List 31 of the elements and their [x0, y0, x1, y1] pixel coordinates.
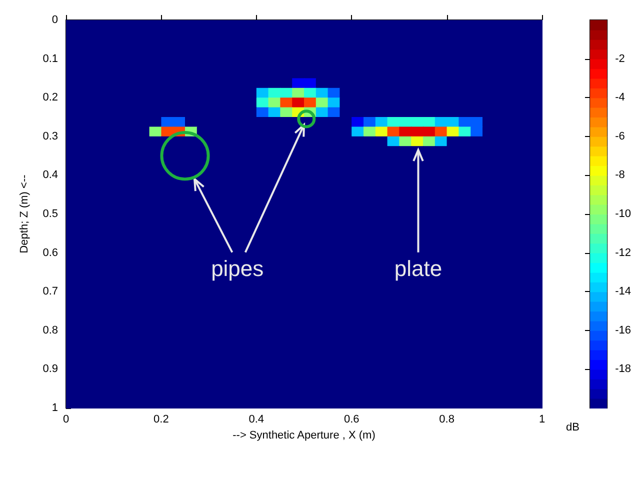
color-bar-label: -2 — [615, 52, 625, 65]
x-tick-label: 0.4 — [248, 414, 264, 426]
y-tick-label: 0.1 — [42, 52, 58, 65]
y-tick-label: 0.4 — [42, 169, 58, 182]
x-axis-title: --> Synthetic Aperture , X (m) — [232, 429, 376, 442]
color-bar-label: -14 — [615, 286, 632, 298]
y-tick-label: 1 — [52, 402, 58, 414]
y-tick-label: 0.5 — [42, 208, 58, 220]
y-tick-label: 0.8 — [42, 324, 58, 336]
annotation: plate — [394, 256, 442, 281]
y-tick-label: 0.7 — [42, 286, 58, 298]
x-tick-label: 0.2 — [154, 414, 169, 426]
x-tick-label: 0 — [62, 414, 70, 426]
color-bar-label: -10 — [615, 208, 632, 220]
x-tick-label: 0.8 — [439, 414, 454, 426]
color-bar-title: dB — [566, 422, 580, 434]
y-tick-label: 0 — [52, 14, 58, 26]
x-tick-label: 0.6 — [344, 414, 360, 426]
color-bar-label: -16 — [615, 324, 632, 336]
y-tick-label: 0.3 — [42, 130, 58, 142]
color-bar-label: -12 — [615, 246, 632, 259]
color-bar-label: -6 — [615, 130, 625, 142]
annotation: pipes — [211, 256, 264, 281]
y-axis-title: Depth; Z (m) <-- — [18, 174, 30, 254]
color-bar-label: -4 — [615, 92, 625, 104]
y-tick-label: 0.2 — [42, 92, 58, 104]
y-tick-label: 0.9 — [42, 363, 58, 376]
y-tick-label: 0.6 — [42, 246, 58, 259]
color-bar-label: -8 — [615, 169, 625, 182]
color-bar-label: -18 — [615, 363, 632, 376]
x-tick-label: 1 — [538, 414, 546, 426]
